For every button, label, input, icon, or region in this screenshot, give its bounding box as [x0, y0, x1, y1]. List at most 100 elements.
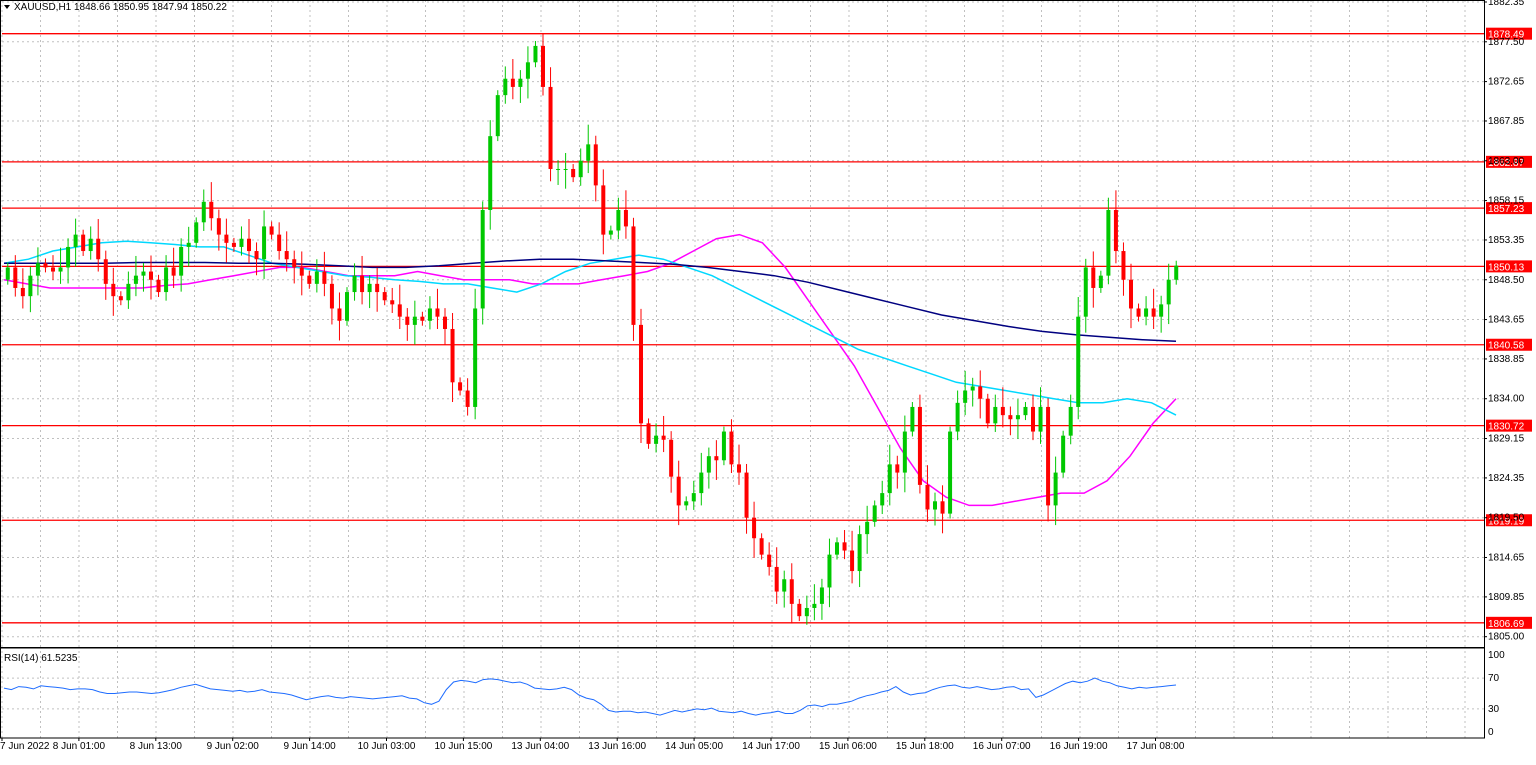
candle-body[interactable]: [1159, 304, 1164, 317]
candle-body[interactable]: [1091, 267, 1096, 288]
candle-body[interactable]: [66, 246, 71, 268]
candle-body[interactable]: [314, 271, 319, 284]
candle-body[interactable]: [676, 476, 681, 506]
candle-body[interactable]: [435, 308, 440, 317]
candle-body[interactable]: [782, 579, 787, 592]
candle-body[interactable]: [541, 45, 545, 87]
candle-body[interactable]: [111, 283, 116, 297]
candle-body[interactable]: [1106, 210, 1111, 276]
candle-body[interactable]: [292, 259, 297, 268]
candle-body[interactable]: [774, 566, 779, 592]
candle-body[interactable]: [737, 464, 741, 473]
candle-body[interactable]: [1046, 406, 1051, 506]
candle-body[interactable]: [495, 95, 500, 137]
candle-body[interactable]: [186, 242, 191, 247]
candle-body[interactable]: [1068, 406, 1073, 436]
candle-body[interactable]: [767, 554, 772, 567]
candle-body[interactable]: [171, 267, 176, 276]
candle-body[interactable]: [20, 287, 25, 297]
candles[interactable]: [5, 33, 1179, 625]
candle-body[interactable]: [721, 431, 726, 461]
candle-body[interactable]: [156, 279, 161, 293]
candle-body[interactable]: [1008, 415, 1013, 420]
candle-body[interactable]: [231, 242, 236, 247]
candle-body[interactable]: [412, 316, 417, 325]
candle-body[interactable]: [1061, 435, 1066, 473]
candle-body[interactable]: [194, 222, 199, 243]
candle-body[interactable]: [141, 271, 146, 276]
candle-body[interactable]: [578, 160, 583, 178]
candle-body[interactable]: [940, 501, 945, 514]
candle-body[interactable]: [601, 185, 606, 235]
horizontal-levels[interactable]: 1878.49 1862.87 1857.23 1850.13 1840.58 1830.…: [2, 27, 1532, 630]
candle-body[interactable]: [917, 406, 922, 485]
candle-body[interactable]: [179, 246, 184, 276]
candle-body[interactable]: [510, 78, 515, 87]
candle-body[interactable]: [865, 521, 870, 535]
candle-body[interactable]: [857, 534, 862, 572]
candle-body[interactable]: [654, 435, 659, 444]
candle-body[interactable]: [1083, 267, 1088, 317]
candle-body[interactable]: [525, 62, 530, 79]
candle-body[interactable]: [118, 296, 123, 301]
candle-body[interactable]: [73, 234, 78, 247]
candle-body[interactable]: [58, 267, 63, 272]
candle-body[interactable]: [563, 168, 568, 170]
candle-body[interactable]: [35, 263, 40, 276]
candle-body[interactable]: [149, 271, 153, 280]
candle-body[interactable]: [1129, 279, 1133, 309]
candle-body[interactable]: [269, 226, 274, 235]
candle-body[interactable]: [103, 259, 108, 284]
candle-body[interactable]: [299, 267, 304, 276]
candle-body[interactable]: [277, 234, 282, 252]
candle-body[interactable]: [201, 201, 206, 223]
candle-body[interactable]: [593, 144, 598, 186]
candle-body[interactable]: [88, 238, 93, 252]
candle-body[interactable]: [1076, 316, 1081, 407]
candle-body[interactable]: [13, 267, 18, 288]
candle-body[interactable]: [43, 263, 48, 268]
candle-body[interactable]: [1144, 308, 1149, 317]
candle-body[interactable]: [955, 402, 960, 432]
candle-body[interactable]: [797, 603, 802, 617]
candle-body[interactable]: [789, 579, 794, 604]
candle-body[interactable]: [262, 226, 267, 260]
candle-body[interactable]: [925, 484, 930, 510]
candle-body[interactable]: [1113, 210, 1118, 252]
candle-body[interactable]: [639, 324, 643, 424]
candle-body[interactable]: [473, 308, 478, 407]
candle-body[interactable]: [812, 603, 817, 608]
candle-body[interactable]: [902, 431, 907, 473]
candle-body[interactable]: [586, 144, 591, 161]
candle-body[interactable]: [970, 386, 975, 391]
candle-body[interactable]: [993, 406, 998, 424]
candle-body[interactable]: [322, 271, 327, 284]
candle-body[interactable]: [706, 456, 711, 473]
candle-body[interactable]: [254, 251, 259, 260]
candle-body[interactable]: [284, 251, 289, 260]
candle-body[interactable]: [345, 292, 349, 321]
candle-body[interactable]: [458, 382, 463, 391]
candle-body[interactable]: [669, 439, 674, 477]
candle-body[interactable]: [850, 550, 855, 572]
candle-body[interactable]: [1000, 406, 1005, 416]
candle-body[interactable]: [1136, 308, 1141, 317]
candle-body[interactable]: [503, 78, 508, 96]
candle-body[interactable]: [1053, 472, 1058, 506]
candle-body[interactable]: [963, 390, 968, 403]
candle-body[interactable]: [714, 456, 719, 461]
candle-body[interactable]: [684, 501, 689, 506]
candle-body[interactable]: [133, 275, 138, 284]
candle-body[interactable]: [239, 238, 244, 247]
candle-body[interactable]: [450, 328, 455, 383]
candle-body[interactable]: [827, 554, 832, 588]
candle-body[interactable]: [126, 283, 131, 301]
candle-body[interactable]: [382, 292, 387, 301]
candle-body[interactable]: [910, 406, 915, 432]
candle-body[interactable]: [985, 398, 990, 424]
candle-body[interactable]: [337, 308, 342, 321]
candle-body[interactable]: [1015, 415, 1020, 420]
candle-body[interactable]: [835, 542, 839, 555]
